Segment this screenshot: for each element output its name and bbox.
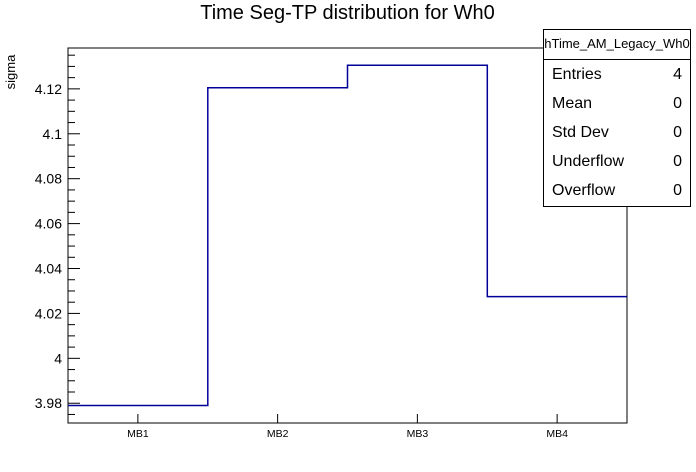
stats-box: hTime_AM_Legacy_Wh0 Entries 4 Mean 0 Std Dev… (543, 29, 691, 207)
y-tick-label: 4.12 (35, 81, 62, 97)
y-tick-label: 4 (54, 350, 62, 366)
stats-row-label: Mean (552, 94, 593, 112)
stats-box-title: hTime_AM_Legacy_Wh0 (544, 30, 690, 60)
y-tick-label: 4.06 (35, 216, 62, 232)
stats-row-label: Overflow (552, 182, 616, 200)
y-tick-label: 4.02 (35, 305, 62, 321)
stats-row-value: 0 (673, 94, 682, 112)
stats-row-value: 0 (673, 182, 682, 200)
histogram-line (68, 64, 627, 407)
stats-row: Mean 0 (544, 89, 690, 118)
y-tick-label: 4.04 (35, 261, 62, 277)
stats-row-value: 4 (673, 65, 682, 83)
stats-row-label: Entries (552, 65, 602, 83)
y-tick-label: 4.08 (35, 171, 62, 187)
stats-row: Entries 4 (544, 60, 690, 89)
stats-rows: Entries 4 Mean 0 Std Dev 0 Underflow 0 Overflow 0 (544, 60, 690, 206)
stats-row-label: Std Dev (552, 124, 609, 141)
plot-frame (67, 47, 628, 424)
stats-row: Overflow 0 (544, 177, 690, 206)
x-tick-label: MB4 (546, 428, 568, 440)
chart-title: Time Seg-TP distribution for Wh0 (200, 2, 495, 24)
x-tick-label: MB2 (267, 428, 289, 440)
stats-row-value: 0 (673, 153, 682, 171)
stats-row-label: Underflow (552, 153, 625, 171)
stats-row: Underflow 0 (544, 148, 690, 177)
y-tick-label: 4.1 (43, 126, 63, 142)
stats-row-value: 0 (673, 124, 682, 141)
stats-row: Std Dev 0 (544, 118, 690, 147)
x-tick-label: MB3 (407, 428, 429, 440)
x-tick-label: MB1 (127, 428, 149, 440)
y-tick-label: 3.98 (35, 395, 62, 411)
